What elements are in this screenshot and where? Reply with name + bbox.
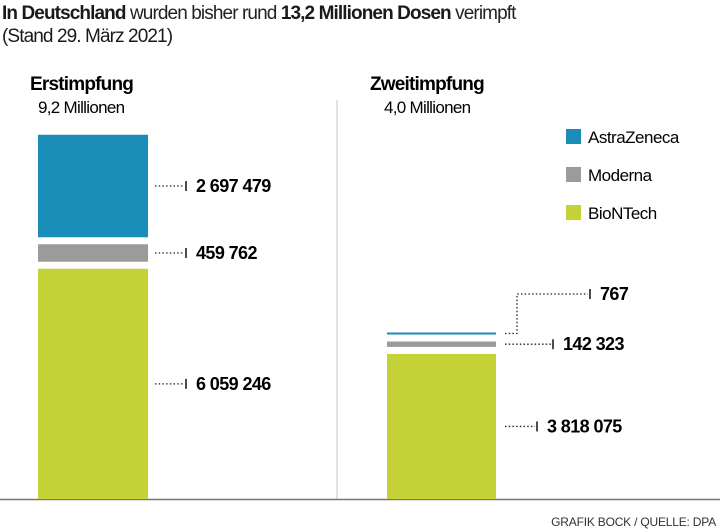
bar-zweitimpfung-astrazeneca xyxy=(387,332,496,335)
leader-erstimpfung-astrazeneca xyxy=(155,181,187,192)
bar-zweitimpfung-moderna xyxy=(387,341,496,347)
panel-title-zweitimpfung: Zweitimpfung xyxy=(370,74,484,95)
value-label-erstimpfung-astrazeneca: 2 697 479 xyxy=(196,176,271,196)
leader-zweitimpfung-biontech xyxy=(505,421,538,432)
bar-erstimpfung-astrazeneca xyxy=(38,134,148,238)
title-date: (Stand 29. März 2021) xyxy=(2,26,173,47)
legend-label-astrazeneca: AstraZeneca xyxy=(588,128,680,147)
legend-swatch-astrazeneca xyxy=(566,129,581,144)
value-label-erstimpfung-biontech: 6 059 246 xyxy=(196,374,271,394)
panel-title-erstimpfung: Erstimpfung xyxy=(30,74,133,95)
bar-zweitimpfung-biontech xyxy=(387,353,496,499)
legend-label-biontech: BioNTech xyxy=(588,204,657,223)
value-label-zweitimpfung-biontech: 3 818 075 xyxy=(547,416,622,436)
title-bold-3: 13,2 Millionen Dosen xyxy=(280,3,452,24)
title-text-4: verimpft xyxy=(450,3,516,24)
value-label-erstimpfung-moderna: 459 762 xyxy=(196,243,257,263)
bar-erstimpfung-biontech xyxy=(38,268,148,499)
panel-subtitle-erstimpfung: 9,2 Millionen xyxy=(38,98,125,117)
legend-swatch-biontech xyxy=(566,205,581,220)
title-text-2: wurden bisher rund xyxy=(125,3,281,24)
title-bold-1: In Deutschland xyxy=(2,3,126,24)
legend-label-moderna: Moderna xyxy=(588,166,653,185)
leader-zweitimpfung-moderna xyxy=(505,339,554,350)
value-label-zweitimpfung-moderna: 142 323 xyxy=(563,334,624,354)
chart-title: In Deutschland wurden bisher rund 13,2 M… xyxy=(2,2,516,48)
bar-erstimpfung-moderna xyxy=(38,244,148,262)
leader-erstimpfung-biontech xyxy=(155,378,187,389)
leader-zweitimpfung-astrazeneca xyxy=(505,289,591,335)
value-label-zweitimpfung-astrazeneca: 767 xyxy=(600,284,629,304)
source-credit: GRAFIK BOCK / QUELLE: DPA xyxy=(551,515,716,529)
legend: AstraZeneca Moderna BioNTech xyxy=(566,128,680,223)
bars: 6 059 246 459 762 2 697 479 3 818 075 142 32… xyxy=(38,134,629,499)
legend-swatch-moderna xyxy=(566,167,581,182)
panel-subtitle-zweitimpfung: 4,0 Millionen xyxy=(384,98,471,117)
leader-erstimpfung-moderna xyxy=(155,248,187,259)
